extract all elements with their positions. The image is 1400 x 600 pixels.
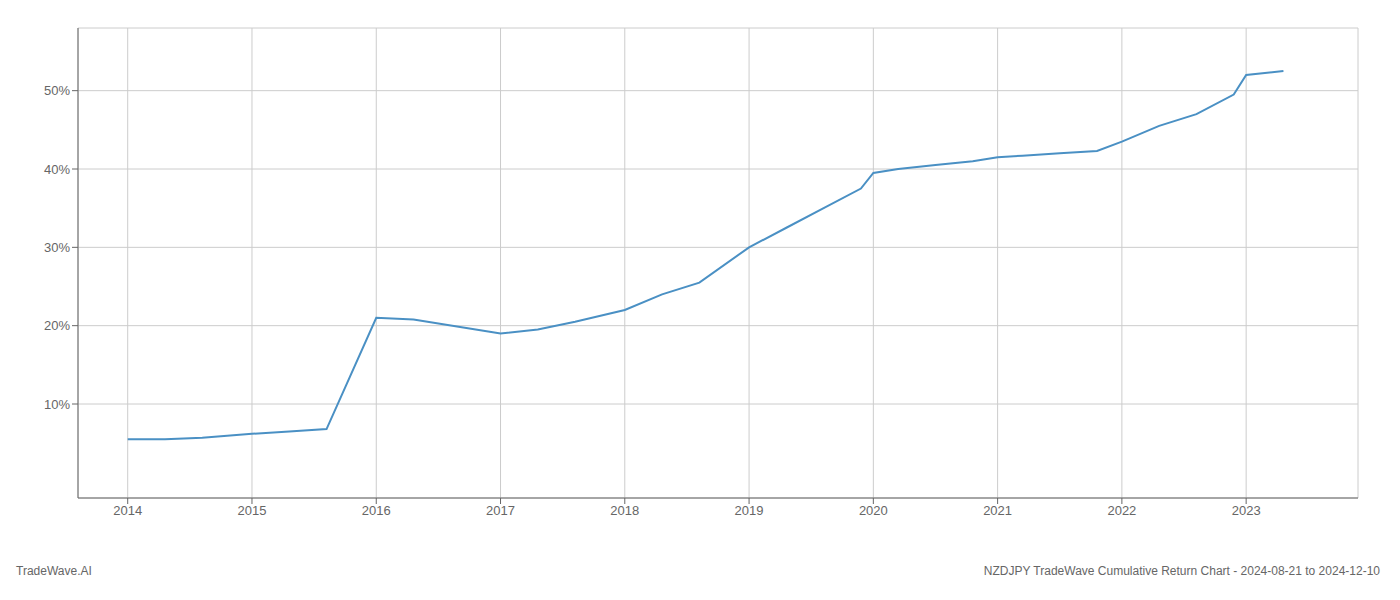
svg-text:20%: 20% [44,318,70,333]
svg-text:2017: 2017 [486,503,515,518]
svg-text:2019: 2019 [735,503,764,518]
svg-text:2014: 2014 [113,503,142,518]
svg-text:2023: 2023 [1232,503,1261,518]
svg-text:40%: 40% [44,162,70,177]
svg-text:30%: 30% [44,240,70,255]
svg-text:2016: 2016 [362,503,391,518]
svg-text:2015: 2015 [238,503,267,518]
html-text:NZDJPY TradeWave Cumulative Re: NZDJPY TradeWave Cumulative Return Chart… [983,564,1380,578]
svg-text:50%: 50% [44,83,70,98]
svg-text:10%: 10% [44,397,70,412]
html-text:TradeWave.AI: TradeWave.AI [16,564,92,578]
svg-text:2021: 2021 [983,503,1012,518]
svg-text:2022: 2022 [1107,503,1136,518]
svg-text:2018: 2018 [610,503,639,518]
svg-text:2020: 2020 [859,503,888,518]
